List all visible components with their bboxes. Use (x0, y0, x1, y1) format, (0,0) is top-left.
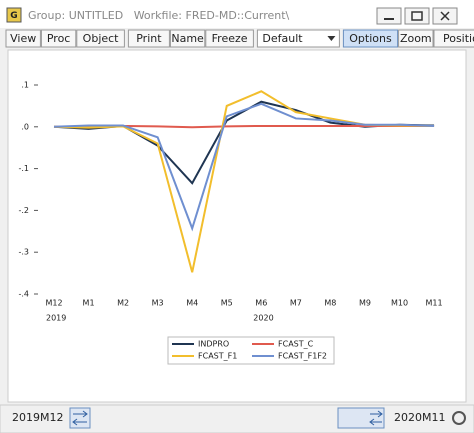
x-tick-label: M10 (391, 299, 408, 308)
dropdown-arrow (327, 36, 336, 41)
y-tick-label: -.1 (18, 164, 29, 173)
close-icon (440, 11, 450, 21)
legend-box (167, 336, 335, 365)
x-tick-label: M6 (255, 299, 267, 308)
x-year-label: 2019 (46, 314, 66, 323)
settings-icon[interactable] (452, 411, 466, 425)
minimize-button[interactable] (376, 7, 402, 25)
app-icon-text: G (10, 11, 17, 21)
x-tick-label: M8 (324, 299, 336, 308)
toolbar-button[interactable] (342, 29, 399, 48)
toolbar-button[interactable] (40, 29, 77, 48)
legend-label: FCAST_F1 (198, 352, 237, 361)
swap-button[interactable] (69, 407, 91, 429)
scroll-icon (369, 410, 383, 426)
x-year-label: 2020 (253, 314, 273, 323)
x-tick-label: M7 (290, 299, 302, 308)
window-title: Group: UNTITLED Workfile: FRED-MD::Curre… (28, 9, 290, 22)
toolbar-button[interactable] (169, 29, 206, 48)
toolbar-button-label: Print (136, 32, 162, 45)
y-tick-label: -.4 (18, 290, 29, 299)
restore-icon (411, 11, 423, 21)
sample-start: 2019M12 (12, 411, 63, 424)
toolbar-button[interactable] (433, 29, 474, 48)
scroll-buttons[interactable] (337, 407, 385, 429)
legend-label: FCAST_C (278, 340, 314, 349)
toolbar-button-label: Position (443, 32, 474, 45)
y-tick-label: .0 (21, 122, 29, 131)
toolbar-button[interactable] (76, 29, 125, 48)
legend-label: INDPRO (198, 340, 229, 349)
x-tick-label: M2 (117, 299, 129, 308)
toolbar-button-label: View (10, 32, 36, 45)
legend-label: FCAST_F1F2 (278, 352, 327, 361)
toolbar-button-label: Object (83, 32, 120, 45)
dropdown[interactable] (256, 29, 340, 48)
restore-button[interactable] (404, 7, 430, 25)
x-tick-label: M12 (45, 299, 62, 308)
toolbar-button[interactable] (398, 29, 434, 48)
x-tick-label: M9 (359, 299, 371, 308)
series-line (53, 102, 435, 232)
toolbar-button-label: Name (171, 32, 204, 45)
toolbar-button[interactable] (127, 29, 170, 48)
x-tick-label: M4 (186, 299, 198, 308)
y-tick-label: .1 (21, 81, 29, 90)
toolbar-button-label: Proc (47, 32, 71, 45)
toolbar-button[interactable] (5, 29, 41, 48)
toolbar-button-label: Freeze (212, 32, 248, 45)
toolbar-button-label: Options (349, 32, 392, 45)
x-tick-label: M11 (426, 299, 443, 308)
toolbar-button-label: Zoom (400, 32, 432, 45)
y-tick-label: -.3 (18, 248, 29, 257)
sample-end: 2020M11 (394, 411, 445, 424)
x-tick-label: M1 (83, 299, 95, 308)
x-tick-label: M3 (152, 299, 164, 308)
toolbar-button[interactable] (205, 29, 254, 48)
swap-icon (72, 410, 88, 426)
y-tick-label: -.2 (18, 206, 29, 215)
dropdown-label: Default (262, 32, 303, 45)
app-icon (6, 7, 22, 23)
x-tick-label: M5 (221, 299, 233, 308)
